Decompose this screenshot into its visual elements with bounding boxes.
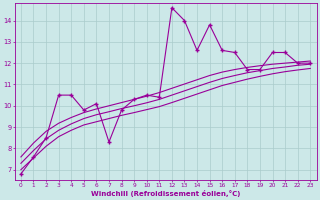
- X-axis label: Windchill (Refroidissement éolien,°C): Windchill (Refroidissement éolien,°C): [91, 190, 240, 197]
